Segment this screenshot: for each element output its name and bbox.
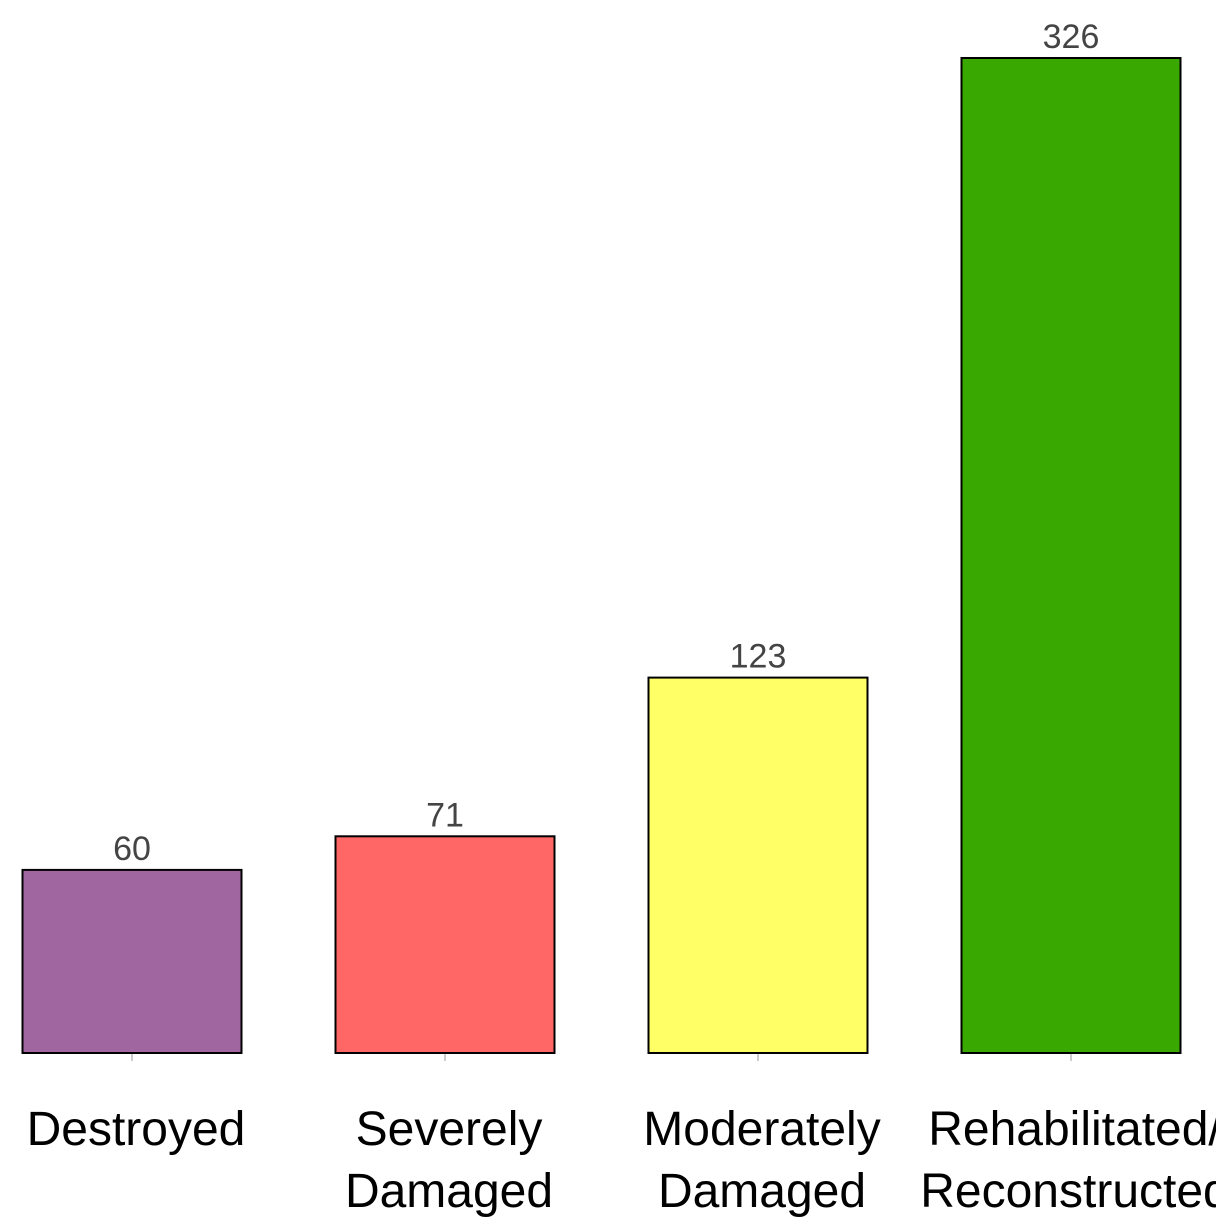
value-label-0: 60	[113, 830, 151, 868]
bar-1	[334, 835, 556, 1054]
category-label-2-line-0: Moderately	[643, 1103, 880, 1156]
bar-2	[647, 676, 869, 1054]
category-label-1-line-1: Damaged	[345, 1165, 553, 1218]
bar-3	[960, 57, 1182, 1054]
category-label-0: Destroyed	[27, 1103, 246, 1156]
category-label-2: Moderately Damaged	[643, 1103, 880, 1218]
value-label-2: 123	[730, 638, 787, 676]
category-label-2-line-1: Damaged	[658, 1165, 866, 1218]
category-label-3: Rehabilitated/Reconstructed	[920, 1103, 1216, 1218]
category-label-3-line-0: Rehabilitated/	[928, 1103, 1216, 1156]
bars-layer	[21, 57, 1182, 1055]
category-labels-layer: Destroyed Severely Damaged Moderately Damage…	[27, 1103, 1216, 1218]
x-ticks-layer	[131, 1054, 1072, 1061]
bar-0	[21, 868, 243, 1055]
category-label-3-line-1: Reconstructed	[920, 1165, 1216, 1218]
category-label-0-line-0: Destroyed	[27, 1103, 246, 1156]
value-label-1: 71	[426, 796, 464, 834]
category-label-1-line-0: Severely	[356, 1103, 543, 1156]
value-label-3: 326	[1043, 18, 1100, 56]
category-label-1: Severely Damaged	[345, 1103, 553, 1218]
value-labels-layer: 60 71 123 326	[113, 18, 1099, 868]
